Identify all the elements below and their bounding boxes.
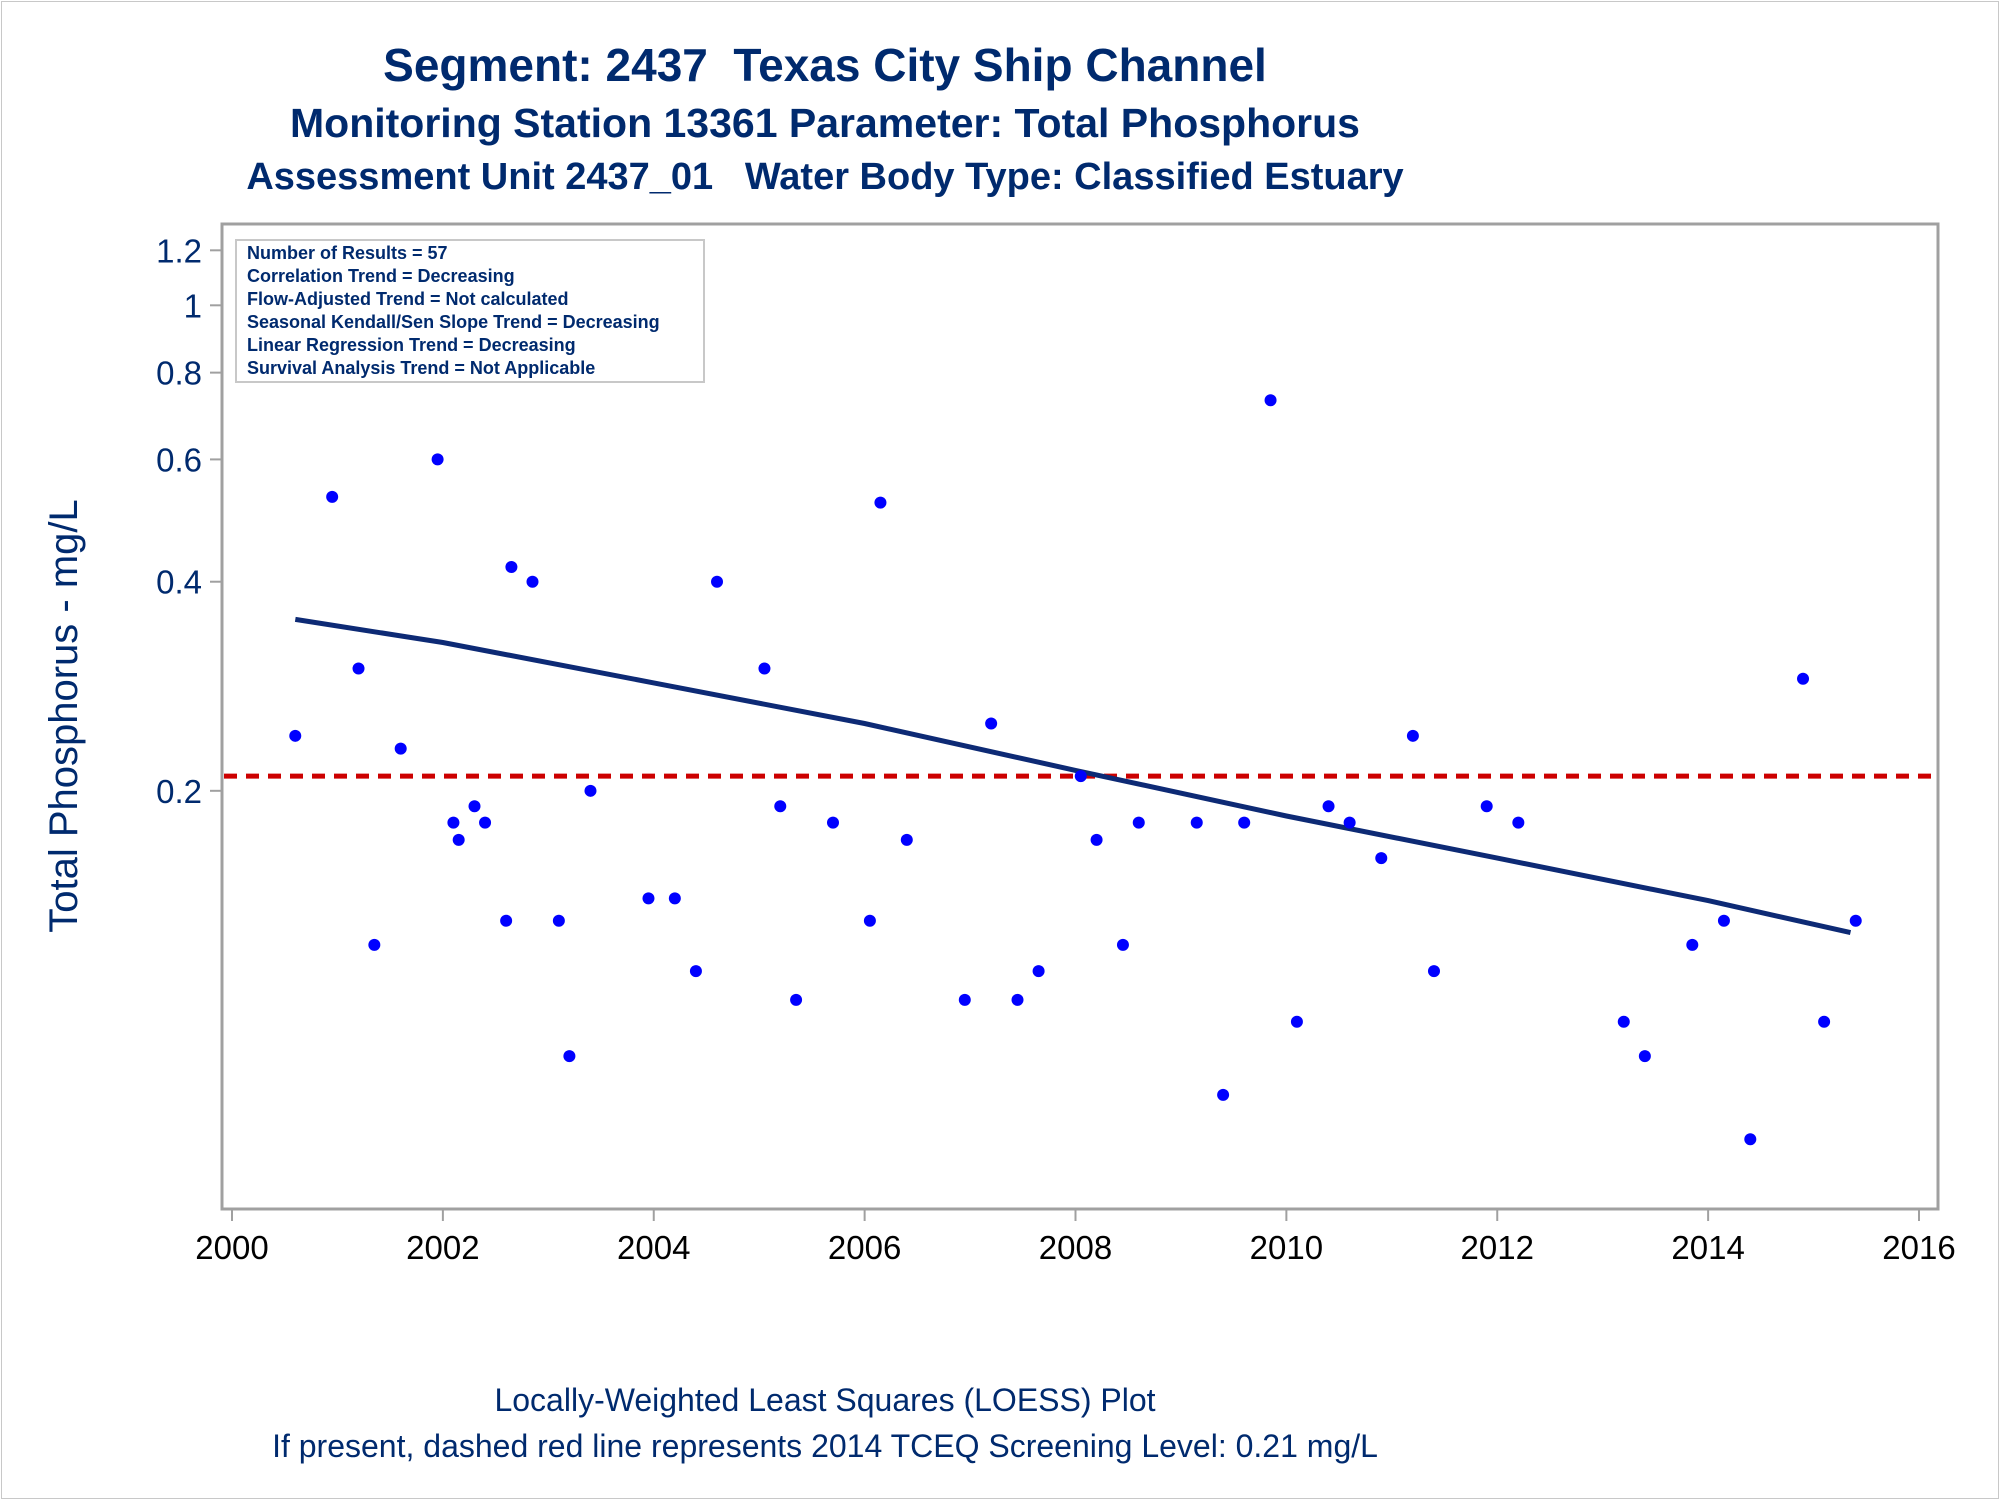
stats-box-line: Seasonal Kendall/Sen Slope Trend = Decre… (247, 312, 660, 332)
data-point (479, 816, 492, 829)
data-point (563, 1050, 576, 1063)
data-point (526, 575, 539, 588)
data-point (368, 938, 381, 951)
stats-box-line: Linear Regression Trend = Decreasing (247, 335, 576, 355)
x-tick-label: 2002 (406, 1229, 479, 1266)
loess-trend-line (294, 616, 1852, 936)
data-point (500, 914, 513, 927)
data-point (1617, 1015, 1630, 1028)
x-tick-label: 2010 (1250, 1229, 1323, 1266)
data-point (1290, 1015, 1303, 1028)
data-point (689, 965, 702, 978)
data-point (668, 892, 681, 905)
data-point (985, 717, 998, 730)
y-tick-label: 0.8 (156, 355, 202, 392)
x-tick-label: 2006 (828, 1229, 901, 1266)
x-tick-label: 2008 (1039, 1229, 1112, 1266)
data-point (774, 800, 787, 813)
stats-box-line: Flow-Adjusted Trend = Not calculated (247, 289, 569, 309)
data-point (1343, 816, 1356, 829)
data-point (900, 833, 913, 846)
data-point (711, 575, 724, 588)
data-point (552, 914, 565, 927)
data-point (394, 742, 407, 755)
data-point (1090, 833, 1103, 846)
x-tick-label: 2000 (195, 1229, 268, 1266)
x-tick-label: 2014 (1671, 1229, 1744, 1266)
plot-area (220, 222, 1940, 1211)
data-point (1238, 816, 1251, 829)
data-point (1818, 1015, 1831, 1028)
stats-box-line: Correlation Trend = Decreasing (247, 266, 515, 286)
data-point (326, 490, 339, 503)
data-point (1116, 938, 1129, 951)
x-tick-label: 2016 (1882, 1229, 1955, 1266)
footnote-screening-level: If present, dashed red line represents 2… (272, 1428, 1378, 1464)
data-point (790, 993, 803, 1006)
data-point (863, 914, 876, 927)
data-point (1322, 800, 1335, 813)
footnote-loess: Locally-Weighted Least Squares (LOESS) P… (494, 1382, 1156, 1418)
data-point (447, 816, 460, 829)
y-tick-label: 1.2 (156, 232, 202, 269)
data-point (958, 993, 971, 1006)
chart-title: Segment: 2437 Texas City Ship Channel (383, 39, 1267, 91)
data-point (1797, 672, 1810, 685)
data-point (505, 561, 518, 574)
data-point (1406, 729, 1419, 742)
data-point (1744, 1133, 1757, 1146)
y-tick-label: 1 (184, 287, 202, 324)
data-point (1375, 852, 1388, 865)
stats-box (235, 239, 705, 383)
data-point (1190, 816, 1203, 829)
y-axis-label: Total Phosphorus - mg/L (42, 499, 86, 933)
data-point (352, 662, 365, 675)
data-point (1480, 800, 1493, 813)
data-point (1717, 914, 1730, 927)
chart-subtitle: Monitoring Station 13361 Parameter: Tota… (290, 100, 1360, 146)
data-point (584, 784, 597, 797)
data-point (1074, 770, 1087, 783)
data-point (468, 800, 481, 813)
data-point (452, 833, 465, 846)
chart-subtitle-2: Assessment Unit 2437_01 Water Body Type:… (246, 156, 1404, 198)
data-point (874, 496, 887, 509)
data-point (642, 892, 655, 905)
data-point (1686, 938, 1699, 951)
stats-box-line: Survival Analysis Trend = Not Applicable (247, 358, 595, 378)
data-point (1217, 1088, 1230, 1101)
data-point (758, 662, 771, 675)
data-point (1849, 914, 1862, 927)
data-point (289, 729, 302, 742)
stats-box-line: Number of Results = 57 (247, 243, 448, 263)
data-point (1427, 965, 1440, 978)
data-point (1512, 816, 1525, 829)
data-point (1264, 394, 1277, 407)
data-point (1132, 816, 1145, 829)
data-point (1032, 965, 1045, 978)
data-point (1011, 993, 1024, 1006)
y-tick-label: 0.6 (156, 441, 202, 478)
x-tick-label: 2012 (1461, 1229, 1534, 1266)
data-point (826, 816, 839, 829)
data-point (431, 453, 444, 466)
y-tick-label: 0.4 (156, 564, 202, 601)
x-tick-label: 2004 (617, 1229, 690, 1266)
y-tick-label: 0.2 (156, 773, 202, 810)
data-point (1638, 1050, 1651, 1063)
